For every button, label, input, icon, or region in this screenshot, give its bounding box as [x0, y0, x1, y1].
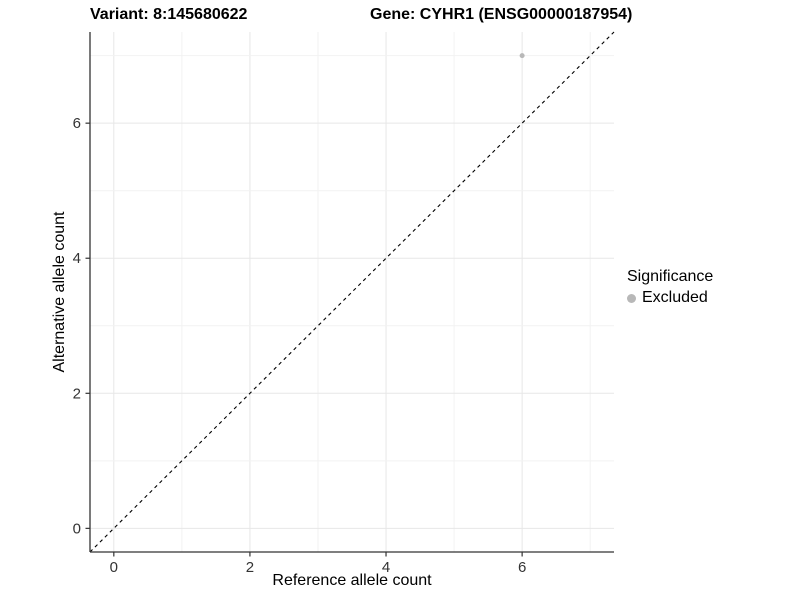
legend-item-label: Excluded [642, 289, 708, 306]
gene-title: Gene: CYHR1 (ENSG00000187954) [370, 6, 633, 23]
y-tick-label: 4 [73, 250, 81, 267]
legend: Significance Excluded [627, 268, 713, 307]
identity-dashed-line [89, 31, 615, 553]
y-tick-label: 0 [73, 520, 81, 537]
legend-title: Significance [627, 268, 714, 285]
x-axis-title: Reference allele count [272, 572, 432, 589]
x-tick-label: 0 [110, 559, 118, 576]
x-tick-label: 4 [382, 559, 390, 576]
y-tick-label: 2 [73, 385, 81, 402]
legend-item-excluded: Excluded [627, 289, 713, 307]
x-tick-label: 6 [518, 559, 526, 576]
x-tick-label: 2 [246, 559, 254, 576]
y-axis-title: Alternative allele count [51, 211, 68, 373]
data-point [519, 53, 525, 59]
variant-title: Variant: 8:145680622 [90, 6, 248, 23]
y-tick-label: 6 [73, 115, 81, 132]
excluded-point-icon [627, 293, 636, 303]
